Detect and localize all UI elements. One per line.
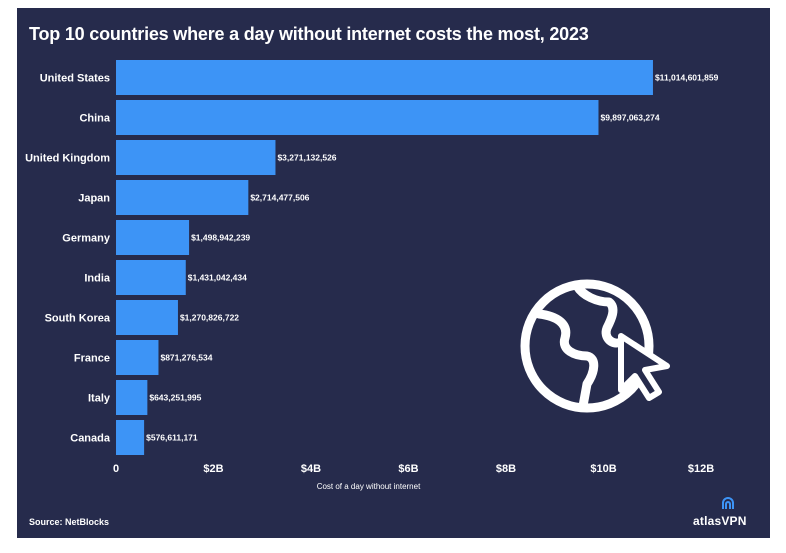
brand-wordmark: atlasVPN — [693, 514, 747, 528]
bar — [116, 60, 653, 95]
bar — [116, 300, 178, 335]
chart-panel: Top 10 countries where a day without int… — [17, 8, 770, 538]
category-label: Japan — [78, 193, 110, 205]
category-label: France — [74, 353, 110, 365]
category-label: United Kingdom — [25, 153, 110, 165]
value-label: $9,897,063,274 — [600, 113, 659, 123]
bar — [116, 140, 276, 175]
x-tick-label: $2B — [203, 463, 223, 475]
bar — [116, 340, 159, 375]
value-label: $1,431,042,434 — [188, 273, 247, 283]
value-label: $1,270,826,722 — [180, 313, 239, 323]
bar-chart: United States $11,014,601,859 China $9,897,… — [25, 60, 719, 491]
x-tick-label: $6B — [398, 463, 418, 475]
value-label: $576,611,171 — [146, 433, 198, 443]
category-label: Canada — [70, 433, 111, 445]
bar — [116, 420, 145, 455]
category-label: Italy — [88, 393, 111, 405]
x-tick-label: $10B — [590, 463, 616, 475]
category-label: Germany — [62, 233, 111, 245]
bar — [116, 180, 249, 215]
category-label: South Korea — [45, 313, 111, 325]
value-label: $3,271,132,526 — [277, 153, 336, 163]
source-note: Source: NetBlocks — [29, 517, 110, 527]
x-tick-label: $4B — [301, 463, 321, 475]
x-axis-title: Cost of a day without internet — [317, 482, 421, 491]
x-tick-label: $12B — [688, 463, 714, 475]
category-label: China — [79, 113, 110, 125]
value-label: $1,498,942,239 — [191, 233, 250, 243]
value-label: $643,251,995 — [149, 393, 201, 403]
bar — [116, 380, 148, 415]
x-tick-label: 0 — [113, 463, 119, 475]
bar — [116, 100, 599, 135]
x-tick-label: $8B — [496, 463, 516, 475]
bar — [116, 260, 186, 295]
value-label: $871,276,534 — [160, 353, 212, 363]
value-label: $2,714,477,506 — [250, 193, 309, 203]
brand-logo: atlasVPN — [689, 496, 759, 530]
category-label: India — [84, 273, 111, 285]
chart-title: Top 10 countries where a day without int… — [29, 24, 589, 44]
category-label: United States — [40, 73, 110, 85]
globe-cursor-icon — [517, 276, 687, 416]
atlasvpn-logo-icon — [722, 497, 734, 509]
bar — [116, 220, 190, 255]
value-label: $11,014,601,859 — [655, 73, 719, 83]
